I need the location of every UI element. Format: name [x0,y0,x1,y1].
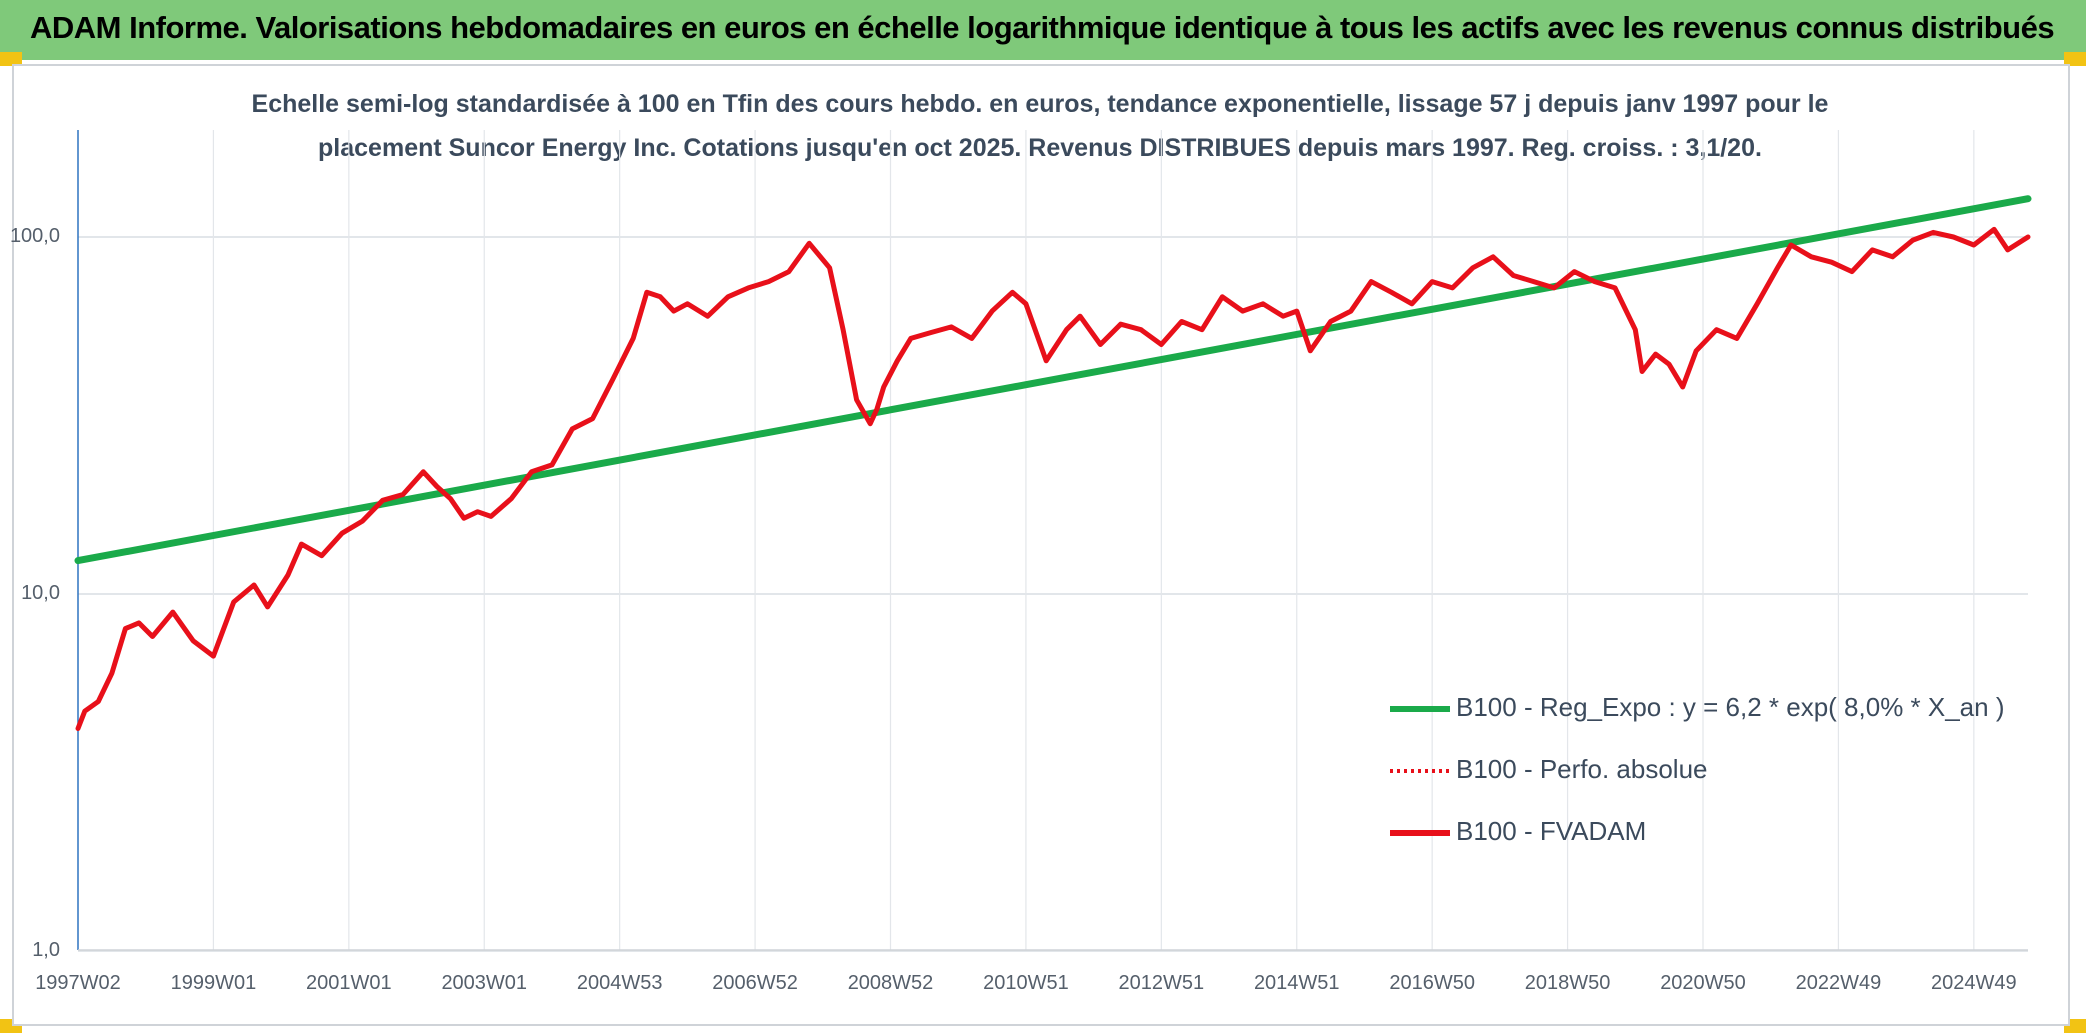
y-tick-label: 10,0 [21,582,60,604]
x-tick-label: 2003W01 [441,972,528,994]
x-tick-label: 1999W01 [170,972,257,994]
x-tick-label: 2018W50 [1524,972,1611,994]
x-tick-label: 2008W52 [847,972,934,994]
header-bar: ADAM Informe. Valorisations hebdomadaire… [0,0,2086,60]
x-tick-label: 2004W53 [576,972,663,994]
x-tick-label: 2010W51 [983,972,1069,994]
chart-frame [12,64,2070,1026]
x-tick-label: 2022W49 [1795,972,1882,994]
series-line-fvadam [75,226,2031,731]
legend-label-fvadam: B100 - FVADAM [1456,816,1647,846]
x-tick-label: 1997W02 [35,972,121,994]
x-tick-label: 2001W01 [306,972,392,994]
legend-label-perfo-absolue: B100 - Perfo. absolue [1456,754,1708,784]
x-tick-label: 2014W51 [1253,972,1340,994]
y-tick-label: 100,0 [9,225,60,247]
chart-subtitle-line-2: placement Suncor Energy Inc. Cotations j… [318,134,1762,162]
legend-swatch-perfo-absolue [1390,769,1450,773]
legend-swatch-regression [1390,706,1450,712]
series-line-regression [74,195,2032,565]
x-tick-label: 2020W50 [1660,972,1746,994]
legend-swatch-fvadam [1390,830,1450,836]
x-tick-label: 2024W49 [1931,972,2017,994]
x-tick-label: 2012W51 [1118,972,1205,994]
chart-subtitle-line-1: Echelle semi-log standardisée à 100 en T… [251,90,1829,118]
corner-marker-top-right [2064,52,2086,66]
x-tick-label: 2006W52 [712,972,798,994]
corner-marker-top-left [0,52,22,66]
x-tick-label: 2016W50 [1389,972,1475,994]
page-title: ADAM Informe. Valorisations hebdomadaire… [30,10,2055,45]
legend-label-regression: B100 - Reg_Expo : y = 6,2 * exp( 8,0% * … [1456,692,2005,722]
y-tick-label: 1,0 [32,939,60,961]
